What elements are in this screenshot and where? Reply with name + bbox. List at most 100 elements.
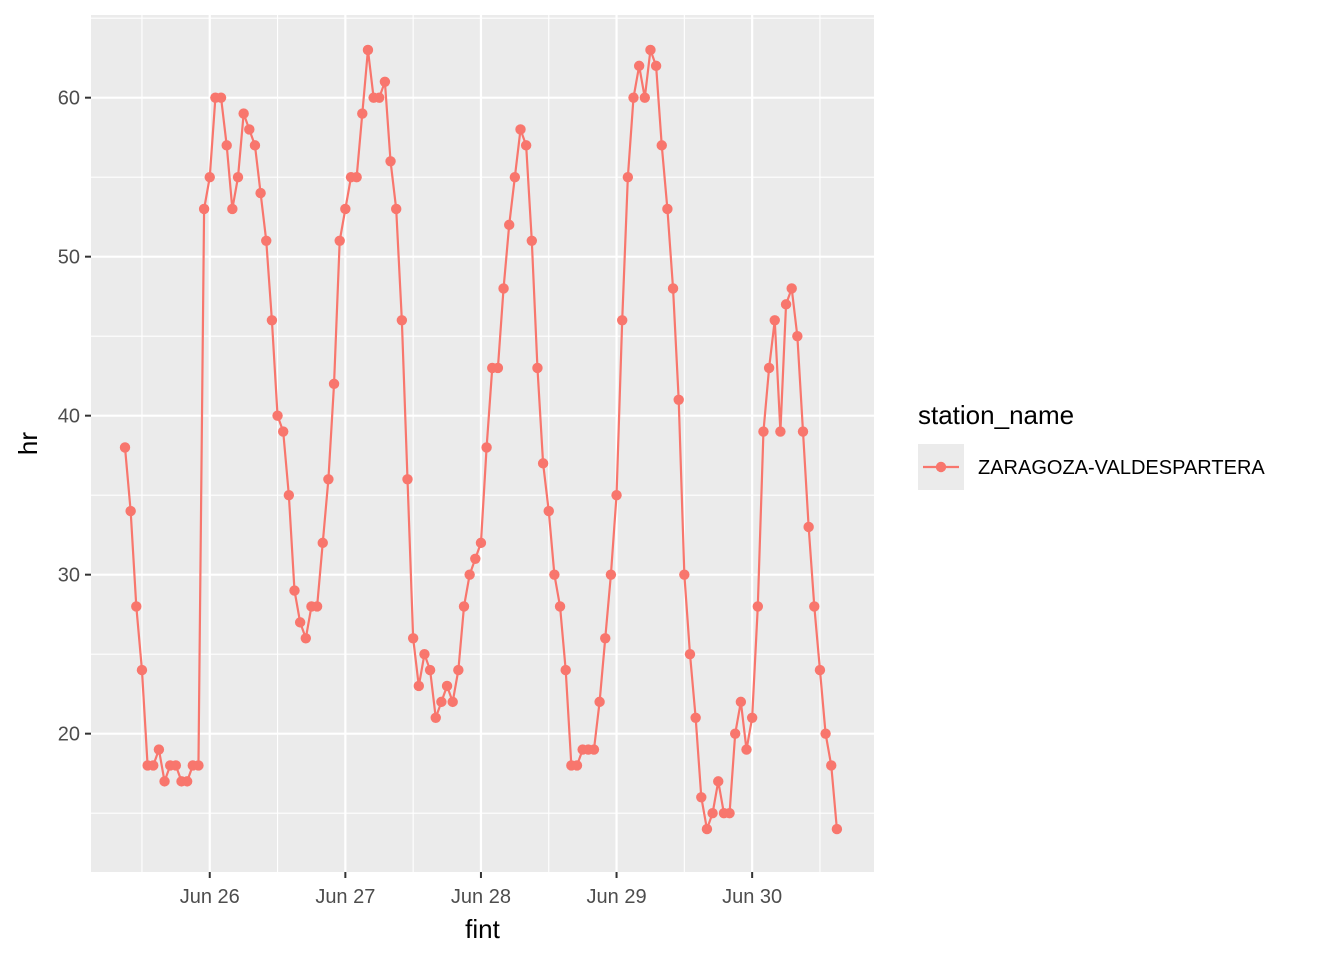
data-point [481,442,492,453]
data-point [628,92,639,103]
data-point [831,823,843,835]
data-point [244,124,255,135]
data-point [701,823,713,835]
data-point [509,171,521,183]
data-point [249,140,261,151]
x-tick-label: Jun 27 [315,886,375,908]
data-point [238,108,249,119]
major-gridlines [91,15,874,872]
data-point [464,569,475,580]
data-point [119,442,131,453]
data-point [255,187,266,199]
data-point [221,140,232,151]
data-point [294,617,306,628]
data-point [741,744,752,755]
data-point [334,235,345,246]
data-point [351,171,362,183]
data-point [713,776,724,787]
data-point [362,44,374,56]
data-point [786,283,797,294]
data-point [391,203,402,215]
data-point [504,219,515,231]
legend: station_name ZARAGOZA-VALDESPARTERA [918,400,1265,490]
data-point [696,792,707,803]
data-point [470,553,481,564]
data-point [227,203,238,215]
data-point [215,92,227,103]
data-point [317,537,328,549]
data-point [809,601,820,612]
data-point [232,171,244,183]
data-point [588,744,600,755]
data-point [413,680,424,692]
data-point [769,315,780,326]
y-tick-label: 40 [58,406,80,428]
data-point [690,712,701,723]
data-point [611,489,622,501]
data-point [752,601,763,612]
data-point [357,108,368,119]
plot-panel [91,15,874,872]
y-tick-label: 30 [58,565,80,587]
data-point [447,696,458,708]
data-point [402,474,413,485]
data-point [571,760,583,771]
data-point [775,426,786,437]
data-point [492,362,504,374]
data-point [498,283,509,294]
data-point [797,426,809,437]
x-tick-label: Jun 30 [722,886,782,908]
data-point [645,44,656,56]
data-point [673,394,684,405]
data-point [159,776,170,787]
data-point [826,760,837,771]
data-point [633,60,645,72]
data-point [125,505,136,517]
data-point [453,664,464,676]
y-axis-title: hr [13,432,43,455]
data-point [261,235,272,246]
data-point [684,648,696,660]
y-tick-label: 20 [58,724,80,746]
data-point [803,521,814,533]
data-point [763,362,775,374]
data-point [148,760,159,771]
data-point [650,60,662,72]
data-point [323,474,334,485]
data-point [600,633,611,644]
data-point [283,489,295,501]
data-point [758,426,769,437]
data-point [515,124,526,135]
data-point [656,140,667,151]
data-point [475,537,487,549]
data-point [131,601,142,612]
data-point [820,728,831,739]
data-point [430,712,441,723]
data-point [266,315,278,326]
data-point [707,807,718,819]
data-point [424,664,436,676]
legend-label: ZARAGOZA-VALDESPARTERA [978,457,1265,479]
minor-gridlines [91,15,874,872]
data-point [396,315,408,326]
data-point [746,712,758,723]
data-point [311,601,323,612]
data-point [204,171,215,183]
data-point [458,601,470,612]
y-axis-ticks: 20 30 40 50 60 [58,88,91,746]
data-point [780,299,792,310]
data-point [379,76,391,87]
data-point [436,696,447,708]
x-tick-label: Jun 26 [180,886,240,908]
data-point [639,92,650,103]
data-point [792,330,803,342]
data-point [617,315,628,326]
data-point [594,696,605,708]
data-point [605,569,617,580]
data-point [328,378,340,390]
data-point [735,696,747,708]
data-point [153,744,165,755]
data-point [724,807,735,819]
data-point [181,776,193,787]
